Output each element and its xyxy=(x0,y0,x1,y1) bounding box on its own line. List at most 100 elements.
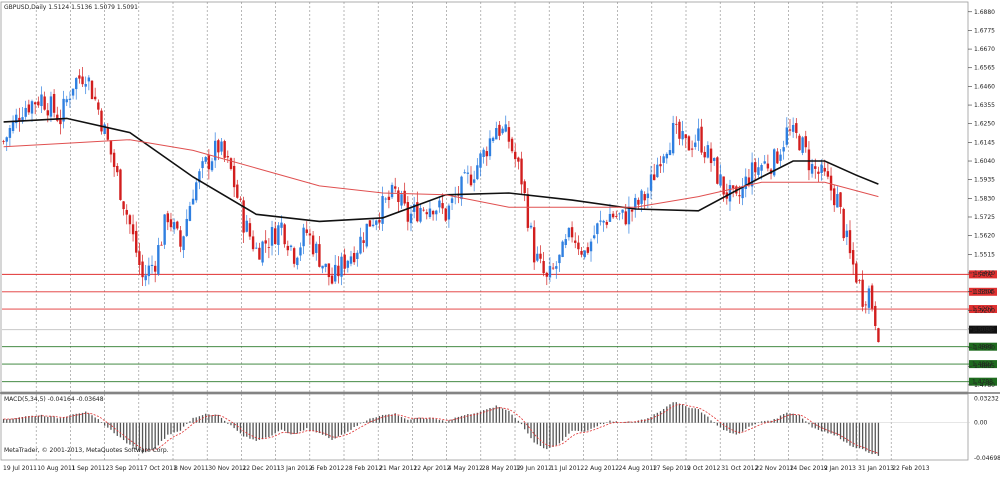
bear-candle xyxy=(368,220,372,227)
bear-candle xyxy=(169,219,173,228)
bear-candle xyxy=(138,251,141,266)
bear-candle xyxy=(112,152,116,167)
resistance-level-label: 1.5207 xyxy=(972,306,993,313)
price-panel[interactable] xyxy=(0,1,969,393)
bear-candle xyxy=(826,171,830,177)
bear-candle xyxy=(624,211,627,225)
support-level-label: 1.4897 xyxy=(972,361,993,368)
bear-candle xyxy=(814,166,817,169)
bull-candle xyxy=(157,245,160,275)
bull-candle xyxy=(466,172,470,174)
bear-candle xyxy=(807,149,811,171)
bear-candle xyxy=(52,93,56,113)
bull-candle xyxy=(8,127,12,138)
bear-candle xyxy=(652,174,656,181)
bull-candle xyxy=(596,223,599,235)
macd-tick-label: -0.04698 xyxy=(974,455,1000,462)
bull-candle xyxy=(340,256,343,277)
bull-candle xyxy=(198,171,201,183)
bull-candle xyxy=(270,226,274,246)
bear-candle xyxy=(659,164,662,167)
bear-candle xyxy=(153,265,157,272)
time-tick-label: 31 Oct 2012 xyxy=(721,465,758,472)
bear-candle xyxy=(128,215,132,225)
bear-candle xyxy=(2,141,5,142)
bull-candle xyxy=(315,243,318,253)
resistance-level-tag xyxy=(969,305,997,314)
bull-candle xyxy=(567,228,571,238)
bear-candle xyxy=(362,240,365,243)
bull-candle xyxy=(757,167,760,175)
bull-candle xyxy=(144,275,147,281)
price-tick-label: 1.5725 xyxy=(974,214,995,221)
bear-candle xyxy=(643,194,646,201)
bear-candle xyxy=(722,176,725,195)
bear-candle xyxy=(551,267,555,269)
moving-averages xyxy=(3,117,879,223)
bull-candle xyxy=(741,186,744,199)
price-tick-label: 1.6460 xyxy=(974,83,995,90)
bull-candle xyxy=(763,161,766,164)
price-tick-label: 1.5935 xyxy=(974,177,995,184)
bear-candle xyxy=(441,203,444,209)
bear-candle xyxy=(251,236,255,250)
bull-candle xyxy=(646,193,650,199)
bear-candle xyxy=(286,245,290,251)
bull-candle xyxy=(845,230,849,238)
bull-candle xyxy=(384,198,387,200)
bear-candle xyxy=(422,209,425,211)
bear-candle xyxy=(498,124,501,136)
bull-candle xyxy=(365,223,368,247)
macd-panel[interactable] xyxy=(0,393,969,461)
bear-candle xyxy=(526,194,530,228)
bear-candle xyxy=(343,254,346,269)
bull-candle xyxy=(346,260,350,268)
bull-candle xyxy=(836,194,839,208)
bull-candle xyxy=(381,196,384,224)
bear-candle xyxy=(469,174,473,186)
bear-candle xyxy=(842,208,845,239)
bear-candle xyxy=(406,202,410,222)
bear-candle xyxy=(678,121,681,139)
bull-candle xyxy=(49,96,53,117)
bull-candle xyxy=(245,220,248,232)
bull-candle xyxy=(782,147,785,152)
bull-candle xyxy=(75,78,78,90)
support-level-tag xyxy=(969,377,997,386)
bull-candle xyxy=(11,120,15,132)
price-tick-label: 1.5200 xyxy=(974,307,995,314)
bull-candle xyxy=(390,184,394,198)
bull-candle xyxy=(302,227,305,247)
bull-candle xyxy=(5,137,8,142)
time-tick-label: 9 Oct 2012 xyxy=(687,465,720,472)
price-tick-label: 1.5305 xyxy=(974,289,995,296)
bull-candle xyxy=(665,153,669,159)
bull-candle xyxy=(618,213,621,215)
time-tick-label: 22 Feb 2013 xyxy=(892,465,930,472)
bull-candle xyxy=(438,200,441,208)
bear-candle xyxy=(545,272,549,277)
bear-candle xyxy=(747,177,751,185)
bull-candle xyxy=(71,88,75,96)
bear-candle xyxy=(431,210,435,215)
bear-candle xyxy=(56,114,59,121)
bear-candle xyxy=(352,252,356,263)
bear-candle xyxy=(283,224,286,245)
bull-candle xyxy=(640,190,643,204)
bear-candle xyxy=(236,184,239,198)
price-tick-label: 1.4990 xyxy=(974,345,995,352)
bull-candle xyxy=(564,239,567,245)
resistance-level-tag xyxy=(969,287,997,296)
bear-candle xyxy=(223,141,226,158)
macd-tick-label: 0.00 xyxy=(974,420,988,427)
bull-candle xyxy=(296,257,299,266)
time-tick-label: 12 Apr 2012 xyxy=(413,465,450,472)
bull-candle xyxy=(103,124,106,135)
bear-candle xyxy=(27,104,31,113)
bear-candle xyxy=(308,233,312,236)
macd-tick-label: 0.03232 xyxy=(974,395,999,402)
bear-candle xyxy=(684,134,687,139)
